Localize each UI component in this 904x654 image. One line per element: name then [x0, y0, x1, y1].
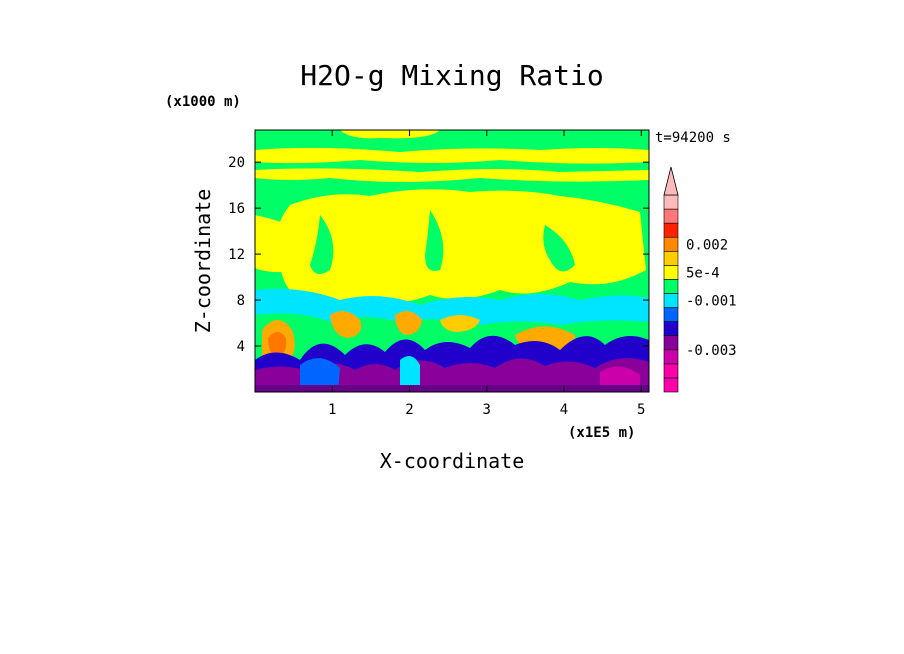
chart-title: H2O-g Mixing Ratio — [300, 59, 603, 92]
colorbar-label: -0.001 — [686, 294, 737, 310]
green-intrusion-2 — [543, 225, 575, 272]
y-axis-label: Z-coordinate — [191, 189, 215, 334]
green-intrusion-1 — [310, 215, 334, 274]
mid-level-moist — [276, 189, 646, 305]
cyan-plume — [400, 356, 420, 392]
x-tick-label: 1 — [328, 402, 336, 418]
colorbar-level — [663, 307, 679, 322]
colorbar-label: -0.003 — [686, 343, 737, 359]
orange-core-1 — [268, 332, 287, 358]
upper-dry-band-1 — [255, 147, 649, 164]
colorbar-level — [663, 335, 679, 351]
y-tick-label: 20 — [228, 155, 245, 171]
colorbar-level — [663, 208, 679, 224]
y-tick-label: 8 — [237, 293, 245, 309]
y-tick-label: 4 — [237, 339, 245, 355]
colorbar-level — [663, 377, 679, 393]
colorbar-level — [663, 321, 679, 337]
x-axis-label: X-coordinate — [380, 449, 525, 473]
colorbar-level — [663, 349, 679, 365]
x-tick-label: 4 — [560, 402, 568, 418]
surface-band — [255, 385, 649, 392]
colorbar-level — [663, 363, 679, 379]
colorbar-label: 0.002 — [686, 237, 728, 253]
colorbar-level — [663, 279, 679, 294]
colorbar-level — [663, 250, 679, 266]
y-tick-label: 16 — [228, 201, 245, 217]
orange-cell-2 — [330, 311, 362, 338]
colorbar: 0.002 5e-4 -0.001 -0.003 — [663, 166, 737, 393]
colorbar-level — [663, 293, 679, 308]
left-yellow — [255, 215, 300, 273]
upper-dry-band-2 — [255, 168, 649, 182]
colorbar-label: 5e-4 — [686, 265, 720, 281]
plot-frame — [254, 129, 650, 393]
y-unit-label: (x1000 m) — [165, 94, 241, 110]
time-label: t=94200 s — [655, 130, 731, 146]
colorbar-level — [663, 194, 679, 210]
blue-plume-1 — [300, 358, 340, 392]
colorbar-level — [663, 222, 679, 238]
colorbar-extend-arrow — [663, 166, 679, 196]
y-tick-label: 12 — [228, 247, 245, 263]
x-axis-ticks: 1 2 3 4 5 — [328, 130, 645, 418]
x-tick-label: 5 — [637, 402, 645, 418]
heatmap-field — [255, 130, 649, 392]
top-yellow — [340, 130, 440, 139]
colorbar-level — [663, 236, 679, 252]
y-axis-ticks: 4 8 12 16 20 — [228, 155, 649, 355]
orange-cell-3 — [395, 311, 422, 335]
yellow-cell-5 — [440, 315, 480, 332]
x-tick-label: 3 — [483, 402, 491, 418]
x-unit-label: (x1E5 m) — [568, 425, 635, 441]
green-intrusion-3 — [425, 210, 444, 271]
x-tick-label: 2 — [405, 402, 413, 418]
surface-purple — [255, 358, 649, 392]
colorbar-level — [663, 265, 679, 280]
